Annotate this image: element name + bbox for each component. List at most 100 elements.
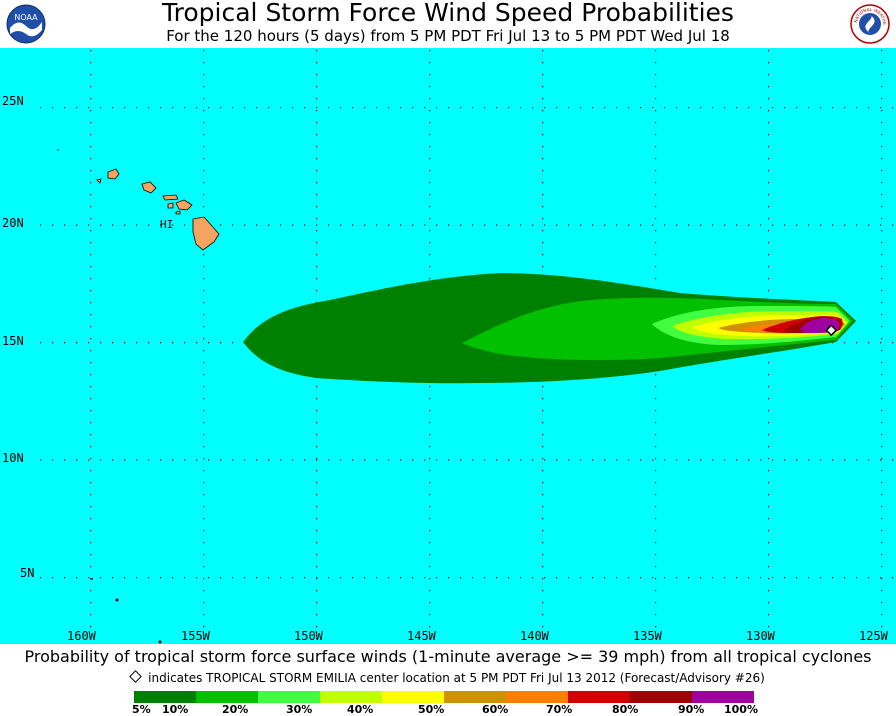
grid-dot: [316, 194, 318, 196]
grid-dot: [90, 470, 92, 472]
grid-dot: [892, 107, 894, 109]
grid-dot: [496, 224, 498, 226]
grid-dot: [768, 122, 770, 124]
grid-dot: [429, 218, 431, 220]
grid-dot: [772, 107, 774, 109]
noaa-logo-text: NOAA: [14, 13, 38, 22]
grid-dot: [784, 459, 786, 461]
lon-label-140w: 140W: [520, 629, 549, 643]
grid-dot: [768, 134, 770, 136]
grid-dot: [768, 422, 770, 424]
grid-dot: [90, 98, 92, 100]
grid-dot: [424, 459, 426, 461]
grid-dot: [203, 86, 205, 88]
grid-dot: [768, 638, 770, 640]
grid-dot: [316, 134, 318, 136]
island-oahu: [141, 181, 157, 194]
grid-dot: [316, 158, 318, 160]
grid-dot: [436, 459, 438, 461]
grid-dot: [268, 107, 270, 109]
grid-dot: [136, 224, 138, 226]
grid-dot: [520, 577, 522, 579]
grid-dot: [316, 578, 318, 580]
hawaii-islands: [96, 168, 220, 251]
grid-dot: [881, 302, 883, 304]
grid-dot: [203, 302, 205, 304]
grid-dot: [316, 470, 318, 472]
legend-label: 40%: [347, 703, 374, 716]
grid-dot: [542, 230, 544, 232]
grid-dot: [90, 122, 92, 124]
lon-label-130w: 130W: [746, 629, 775, 643]
grid-dot: [90, 170, 92, 172]
grid-dot: [655, 74, 657, 76]
grid-dot: [604, 577, 606, 579]
grid-dot: [376, 224, 378, 226]
grid-dot: [220, 342, 222, 344]
grid-dot: [203, 614, 205, 616]
grid-dot: [203, 50, 205, 52]
island-maui: [175, 199, 193, 211]
grid-dot: [203, 122, 205, 124]
grid-dot: [768, 86, 770, 88]
grid-dot: [429, 110, 431, 112]
grid-dot: [203, 386, 205, 388]
grid-dot: [316, 459, 318, 461]
grid-dot: [881, 542, 883, 544]
grid-dot: [316, 290, 318, 292]
grid-dot: [90, 410, 92, 412]
grid-dot: [784, 577, 786, 579]
grid-dot: [640, 577, 642, 579]
grid-dot: [542, 74, 544, 76]
grid-dot: [203, 410, 205, 412]
grid-dot: [655, 482, 657, 484]
grid-dot: [768, 110, 770, 112]
grid-dot: [676, 459, 678, 461]
grid-dot: [184, 224, 186, 226]
grid-dot: [712, 107, 714, 109]
grid-dot: [203, 338, 205, 340]
grid-dot: [604, 459, 606, 461]
grid-dot: [616, 224, 618, 226]
grid-dot: [820, 107, 822, 109]
grid-dot: [90, 602, 92, 604]
grid-dot: [655, 218, 657, 220]
grid-dot: [203, 170, 205, 172]
lon-label-150w: 150W: [294, 629, 323, 643]
grid-dot: [580, 107, 582, 109]
grid-dot: [768, 62, 770, 64]
grid-dot: [542, 242, 544, 244]
grid-dot: [532, 459, 534, 461]
grid-dot: [768, 254, 770, 256]
grid-dot: [316, 422, 318, 424]
grid-dot: [655, 614, 657, 616]
grid-dot: [856, 224, 858, 226]
grid-dot: [881, 410, 883, 412]
grid-dot: [90, 542, 92, 544]
graticule-dots: [40, 50, 894, 640]
grid-dot: [90, 566, 92, 568]
grid-dot: [448, 577, 450, 579]
grid-dot: [429, 194, 431, 196]
grid-dot: [868, 224, 870, 226]
grid-dot: [655, 110, 657, 112]
grid-dot: [429, 434, 431, 436]
grid-dot: [172, 577, 174, 579]
grid-dot: [268, 459, 270, 461]
grid-dot: [542, 266, 544, 268]
grid-dot: [881, 98, 883, 100]
grid-dot: [203, 434, 205, 436]
grid-dot: [76, 224, 78, 226]
island-molokai: [162, 194, 179, 201]
grid-dot: [768, 566, 770, 568]
grid-dot: [256, 107, 258, 109]
grid-dot: [244, 224, 246, 226]
grid-dot: [542, 614, 544, 616]
grid-dot: [203, 278, 205, 280]
legend-label: 10%: [162, 703, 189, 716]
grid-dot: [655, 638, 657, 640]
grid-dot: [90, 182, 92, 184]
grid-dot: [768, 542, 770, 544]
grid-dot: [90, 302, 92, 304]
grid-dot: [542, 470, 544, 472]
